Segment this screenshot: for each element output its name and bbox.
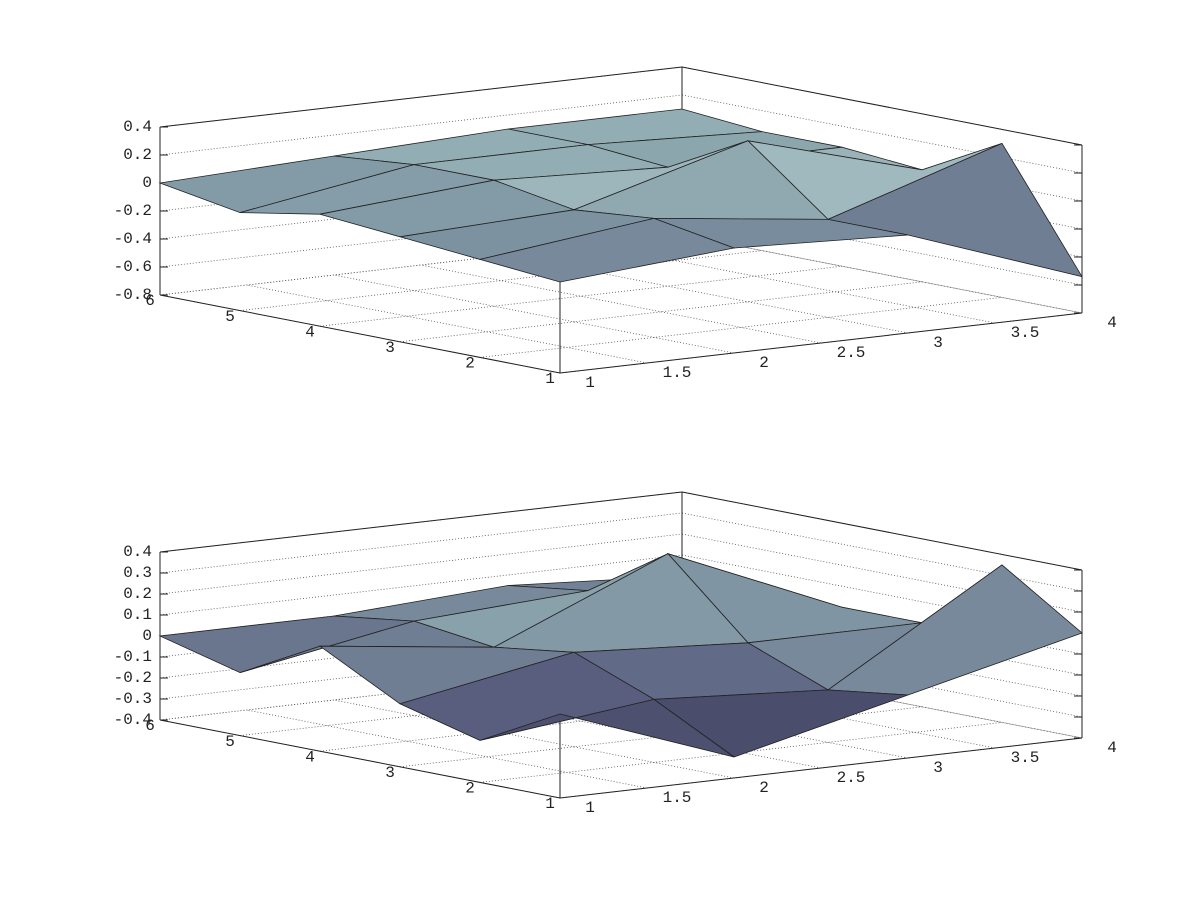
x-tick-label: 3: [933, 334, 943, 352]
z-tick-label: 0.3: [123, 564, 152, 582]
axis-line: [159, 66, 683, 128]
grid-line: [479, 297, 1003, 358]
z-tick-label: 0: [142, 174, 152, 192]
x-tick-label: 1: [585, 374, 595, 392]
grid-line: [159, 178, 683, 240]
surface-facet: [478, 217, 736, 283]
axis-line: [159, 719, 561, 799]
x-tick-label: 4: [1107, 314, 1117, 332]
grid-line: [159, 512, 683, 574]
grid-line: [399, 281, 923, 343]
x-tick-label: 4: [1107, 739, 1117, 757]
y-tick-label: 5: [225, 308, 235, 326]
y-tick-label: 4: [305, 323, 315, 341]
grid-line: [333, 699, 735, 779]
grid-line: [681, 234, 1083, 314]
grid-line: [681, 206, 1083, 286]
grid-line: [246, 284, 648, 364]
z-tick-label: -0.8: [114, 286, 152, 304]
x-tick-label: 3: [933, 759, 943, 777]
z-tick-label: -0.4: [114, 230, 152, 248]
x-tick-label: 1.5: [663, 364, 692, 382]
grid-line: [319, 690, 843, 752]
x-tick-label: 3.5: [1011, 324, 1040, 342]
grid-line: [159, 206, 683, 268]
x-tick-label: 1.5: [663, 789, 692, 807]
axis-line: [681, 66, 1083, 146]
grid-line: [159, 638, 683, 700]
grid-line: [681, 94, 1083, 174]
x-tick-label: 1: [585, 799, 595, 817]
x-tick-label: 2.5: [837, 344, 866, 362]
grid-line: [239, 250, 763, 311]
grid-line: [420, 264, 822, 344]
grid-line: [319, 265, 843, 327]
y-tick-label: 3: [385, 764, 395, 782]
axis-line: [559, 737, 1083, 799]
z-tick-label: -0.6: [114, 258, 152, 276]
grid-line: [681, 617, 1083, 697]
grid-line: [246, 709, 648, 789]
y-tick-label: 2: [465, 780, 475, 798]
z-tick-label: -0.3: [114, 690, 152, 708]
x-tick-label: 2.5: [837, 769, 866, 787]
y-tick-label: 5: [225, 733, 235, 751]
y-tick-label: 4: [305, 748, 315, 766]
z-tick-label: 0.1: [123, 606, 152, 624]
grid-line: [479, 722, 1003, 783]
grid-line: [159, 234, 683, 296]
grid-line: [681, 234, 1083, 314]
axis-line: [559, 312, 1083, 374]
grid-line: [159, 533, 683, 595]
grid-line: [681, 659, 1083, 739]
x-tick-label: 3.5: [1011, 749, 1040, 767]
y-tick-label: 2: [465, 355, 475, 373]
z-tick-label: 0: [142, 627, 152, 645]
z-tick-label: -0.2: [114, 669, 152, 687]
axis-line: [159, 491, 683, 553]
y-tick-label: 3: [385, 339, 395, 357]
z-tick-label: -0.1: [114, 648, 152, 666]
axis-line: [159, 294, 561, 374]
z-tick-label: 0.4: [123, 118, 152, 136]
z-tick-label: 0.4: [123, 543, 152, 561]
z-tick-label: -0.2: [114, 202, 152, 220]
z-tick-label: 0.2: [123, 585, 152, 603]
axis-line: [681, 491, 1083, 571]
grid-line: [681, 638, 1083, 718]
y-tick-label: 1: [545, 370, 555, 388]
z-tick-label: -0.4: [114, 711, 152, 729]
x-tick-label: 2: [759, 354, 769, 372]
x-tick-label: 2: [759, 779, 769, 797]
grid-line: [159, 94, 683, 156]
surface-facet: [479, 698, 735, 758]
grid-line: [681, 596, 1083, 676]
grid-line: [239, 675, 763, 736]
y-tick-label: 6: [145, 292, 155, 310]
grid-line: [399, 706, 923, 768]
grid-line: [159, 659, 683, 721]
grid-line: [159, 554, 683, 616]
y-tick-label: 1: [545, 795, 555, 813]
z-tick-label: 0.2: [123, 146, 152, 164]
y-tick-label: 6: [145, 717, 155, 735]
grid-line: [333, 274, 735, 354]
